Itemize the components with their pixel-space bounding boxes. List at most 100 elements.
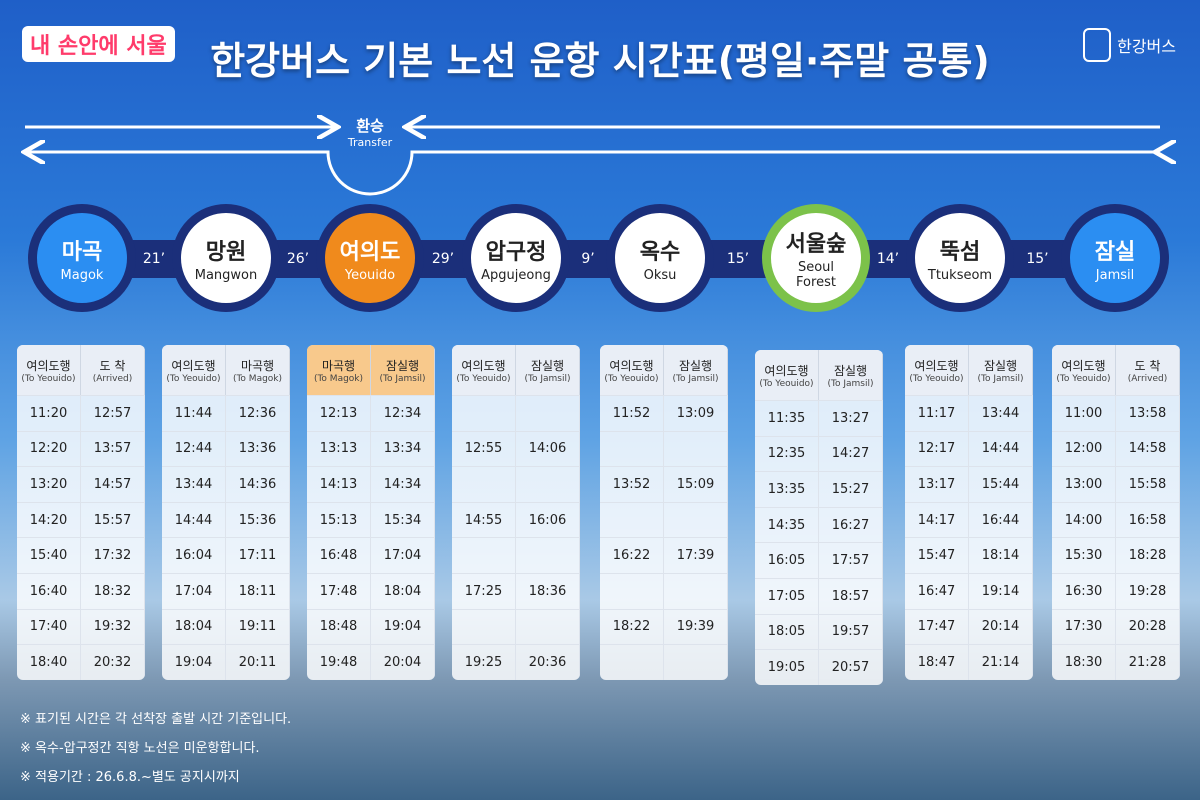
timetable-row: 14:17 16:44 — [905, 501, 1033, 538]
station-name-en: Mangwon — [194, 267, 258, 283]
time-cell — [664, 502, 728, 538]
timetable-header: 여의도행 (To Yeouido) 도 착 (Arrived) — [17, 345, 145, 395]
header-cell: 여의도행 (To Yeouido) — [755, 350, 819, 400]
time-cell: 18:40 — [17, 645, 81, 680]
time-cell: 11:00 — [1052, 396, 1116, 431]
station: 잠실 Jamsil — [1061, 204, 1169, 312]
transfer-ko: 환승 — [356, 117, 384, 135]
station-name-ko: 마곡 — [61, 239, 103, 265]
timetable: 여의도행 (To Yeouido) 잠실행 (To Jamsil) 12:55 14:06… — [452, 345, 580, 680]
timetable-row: 16:47 19:14 — [905, 572, 1033, 609]
timetable-header: 여의도행 (To Yeouido) 잠실행 (To Jamsil) — [905, 345, 1033, 395]
timetable-row: 18:40 20:32 — [17, 644, 145, 680]
header-ko: 잠실행 — [833, 363, 868, 378]
time-cell: 19:11 — [226, 609, 290, 645]
time-cell: 18:32 — [81, 573, 145, 609]
time-cell: 20:28 — [1116, 609, 1180, 645]
time-cell: 15:27 — [819, 472, 883, 507]
time-cell: 16:40 — [17, 573, 81, 609]
timetable-row: 12:20 13:57 — [17, 430, 145, 467]
time-cell — [516, 467, 580, 502]
time-cell: 17:04 — [371, 538, 435, 573]
header-cell: 여의도행 (To Yeouido) — [162, 345, 226, 395]
time-cell: 17:32 — [81, 538, 145, 573]
time-cell: 19:28 — [1116, 573, 1180, 609]
time-cell: 18:28 — [1116, 538, 1180, 573]
time-cell: 13:34 — [371, 431, 435, 467]
header-cell: 여의도행 (To Yeouido) — [452, 345, 516, 395]
time-cell: 15:13 — [307, 502, 371, 538]
station-name-en: Yeouido — [344, 267, 396, 283]
time-cell: 17:47 — [905, 609, 969, 645]
timetable-row — [600, 644, 728, 680]
timetable-header: 여의도행 (To Yeouido) 도 착 (Arrived) — [1052, 345, 1180, 395]
note: ※ 표기된 시간은 각 선착장 출발 시간 기준입니다. — [20, 712, 292, 727]
header-cell: 여의도행 (To Yeouido) — [905, 345, 969, 395]
interval: 15’ — [1026, 251, 1049, 267]
time-cell: 18:14 — [969, 538, 1033, 573]
timetable: 여의도행 (To Yeouido) 마곡행 (To Magok) 11:44 12:36 1… — [162, 345, 290, 680]
time-cell — [452, 467, 516, 502]
station-name-en: Ttukseom — [927, 267, 993, 283]
header-en: (To Jamsil) — [672, 373, 719, 384]
time-cell: 16:30 — [1052, 573, 1116, 609]
time-cell: 14:36 — [226, 467, 290, 502]
station: 옥수 Oksu — [606, 204, 714, 312]
time-cell: 13:44 — [969, 396, 1033, 431]
time-cell: 19:25 — [452, 645, 516, 680]
timetable-row: 14:00 16:58 — [1052, 501, 1180, 538]
time-cell: 14:00 — [1052, 502, 1116, 538]
station: 뚝섬 Ttukseom — [906, 204, 1014, 312]
time-cell: 13:57 — [81, 431, 145, 467]
header-en: (To Jamsil) — [379, 373, 426, 384]
time-cell: 12:00 — [1052, 431, 1116, 467]
time-cell: 19:14 — [969, 573, 1033, 609]
time-cell: 20:32 — [81, 645, 145, 680]
timetable-row: 11:44 12:36 — [162, 395, 290, 431]
time-cell: 20:14 — [969, 609, 1033, 645]
timetable-row: 19:05 20:57 — [755, 649, 883, 685]
timetable-row — [452, 466, 580, 502]
time-cell: 11:35 — [755, 401, 819, 436]
timetable-row: 11:17 13:44 — [905, 395, 1033, 431]
time-cell: 11:20 — [17, 396, 81, 431]
header-cell: 잠실행 (To Jamsil) — [969, 345, 1033, 395]
timetable-row: 13:44 14:36 — [162, 466, 290, 502]
time-cell: 18:11 — [226, 573, 290, 609]
time-cell: 18:04 — [371, 573, 435, 609]
time-cell: 16:04 — [162, 538, 226, 573]
time-cell — [516, 396, 580, 431]
time-cell: 19:57 — [819, 614, 883, 650]
header-ko: 도 착 — [1134, 358, 1161, 373]
station-name-ko: 뚝섬 — [939, 239, 981, 265]
time-cell — [600, 502, 664, 538]
time-cell: 14:06 — [516, 431, 580, 467]
timetable-row: 17:40 19:32 — [17, 608, 145, 645]
time-cell: 21:28 — [1116, 645, 1180, 680]
time-cell: 13:58 — [1116, 396, 1180, 431]
timetable: 여의도행 (To Yeouido) 잠실행 (To Jamsil) 11:52 13:09… — [600, 345, 728, 680]
header-en: (To Magok) — [313, 373, 364, 384]
time-cell: 15:09 — [664, 467, 728, 502]
timetable-header: 여의도행 (To Yeouido) 잠실행 (To Jamsil) — [452, 345, 580, 395]
time-cell: 19:48 — [307, 645, 371, 680]
time-cell — [664, 431, 728, 467]
station-name-en: Apgujeong — [481, 267, 551, 283]
header-ko: 잠실행 — [385, 358, 420, 373]
time-cell: 14:13 — [307, 467, 371, 502]
time-cell: 20:04 — [371, 645, 435, 680]
timetable-row: 12:13 12:34 — [307, 395, 435, 431]
time-cell: 20:57 — [819, 650, 883, 685]
time-cell: 14:27 — [819, 436, 883, 472]
time-cell: 21:14 — [969, 645, 1033, 680]
timetable-row: 12:17 14:44 — [905, 430, 1033, 467]
time-cell: 16:22 — [600, 538, 664, 573]
time-cell: 17:48 — [307, 573, 371, 609]
time-cell: 18:04 — [162, 609, 226, 645]
time-cell: 13:44 — [162, 467, 226, 502]
time-cell: 13:35 — [755, 472, 819, 507]
timetable-row: 17:25 18:36 — [452, 572, 580, 609]
time-cell: 11:17 — [905, 396, 969, 431]
timetable-row: 19:25 20:36 — [452, 644, 580, 680]
timetable-row: 15:47 18:14 — [905, 537, 1033, 573]
